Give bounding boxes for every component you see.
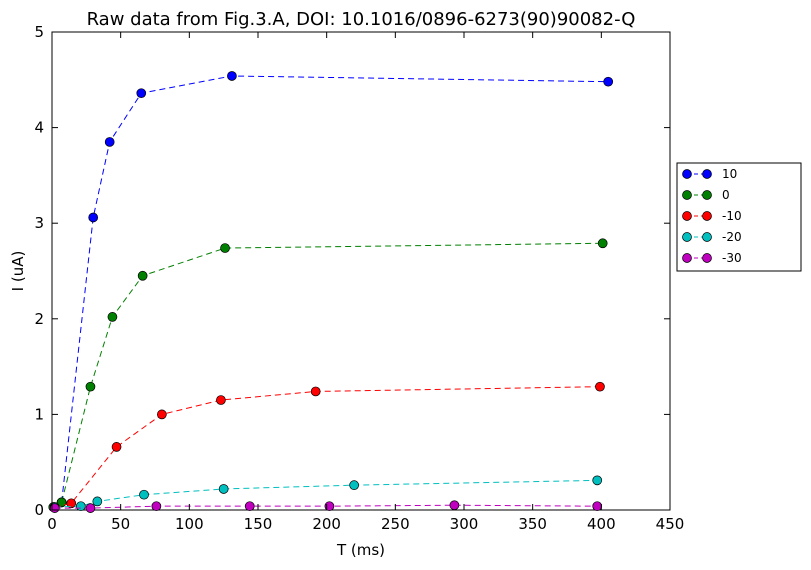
data-point (595, 381, 605, 392)
legend-entry: 0 (682, 188, 730, 202)
data-point (104, 137, 115, 147)
legend-marker (702, 190, 712, 200)
legend-marker (702, 253, 712, 263)
data-point (111, 442, 122, 452)
data-point (216, 395, 226, 405)
legend-entry: 10 (682, 167, 737, 181)
x-axis: 0 50 100 150 200 250 300 350 400 450 (47, 32, 684, 533)
data-point (597, 238, 608, 249)
data-point (85, 381, 96, 392)
legend-marker (682, 190, 692, 200)
x-tick-label: 400 (587, 515, 616, 533)
legend-marker (682, 211, 692, 221)
chart-title: Raw data from Fig.3.A, DOI: 10.1016/0896… (87, 9, 636, 30)
data-point (244, 501, 255, 512)
x-tick-label: 50 (111, 515, 130, 533)
data-point (157, 409, 167, 420)
legend-label: 10 (722, 167, 737, 181)
y-tick-label: 4 (34, 119, 44, 137)
y-tick-label: 3 (34, 214, 44, 232)
series-layer (48, 71, 614, 513)
y-tick-label: 5 (34, 23, 44, 41)
legend-label: -20 (722, 230, 742, 244)
data-point (349, 480, 359, 490)
legend-marker (702, 211, 712, 221)
data-point (88, 212, 99, 223)
y-tick-label: 2 (34, 310, 44, 328)
data-point (75, 501, 86, 512)
y-axis-label: I (uA) (9, 251, 27, 292)
data-point (137, 270, 148, 281)
plot-area (51, 31, 671, 511)
x-tick-label: 200 (312, 515, 341, 533)
y-axis: 0 1 2 3 4 5 (34, 23, 670, 519)
x-tick-label: 300 (450, 515, 479, 533)
legend-marker (702, 232, 712, 242)
data-point (107, 312, 118, 322)
data-point (592, 475, 603, 486)
legend-label: 0 (722, 188, 730, 202)
y-tick-label: 1 (34, 405, 44, 423)
x-tick-label: 450 (656, 515, 685, 533)
legend-label: -10 (722, 209, 742, 223)
legend-box (676, 162, 802, 272)
data-point (310, 386, 321, 397)
data-point (136, 88, 147, 99)
legend-marker (682, 253, 692, 263)
data-point (603, 76, 614, 87)
legend-marker (702, 169, 712, 179)
x-tick-label: 100 (175, 515, 204, 533)
data-point (218, 484, 229, 494)
y-tick-label: 0 (34, 501, 44, 519)
data-point (85, 503, 96, 513)
x-tick-label: 150 (244, 515, 273, 533)
legend: 10 0 -10 -20 -30 (676, 162, 802, 272)
data-point (56, 497, 67, 508)
legend-entry: -30 (682, 251, 742, 265)
legend-entry: -20 (682, 230, 742, 244)
x-tick-label: 250 (381, 515, 410, 533)
x-tick-label: 350 (518, 515, 547, 533)
data-point (220, 243, 230, 253)
data-point (66, 498, 77, 509)
series--20 (49, 475, 603, 512)
data-point (227, 71, 237, 81)
data-point (151, 501, 162, 512)
legend-label: -30 (722, 251, 742, 265)
legend-marker (682, 169, 692, 179)
x-tick-label: 0 (47, 515, 57, 533)
data-point (449, 500, 460, 511)
x-axis-label: T (ms) (336, 541, 385, 559)
legend-entry: -10 (682, 209, 742, 223)
data-point (92, 496, 103, 507)
data-point (592, 501, 603, 512)
data-point (139, 489, 149, 500)
legend-marker (682, 232, 692, 242)
